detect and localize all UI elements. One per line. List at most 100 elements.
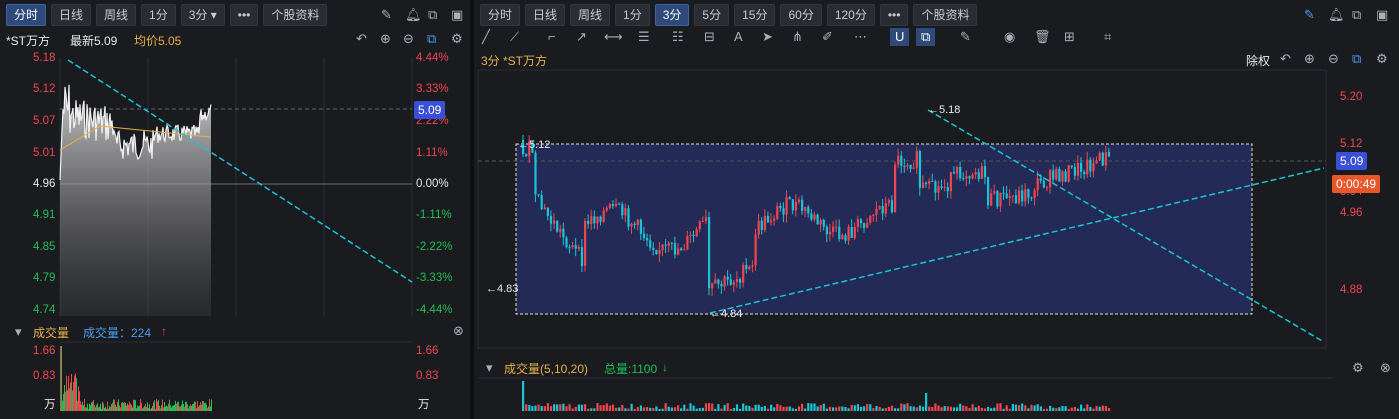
bell-icon[interactable]: 🔔︎ xyxy=(1328,7,1345,22)
tab-60min[interactable]: 60分 xyxy=(780,4,822,26)
trash-icon[interactable]: 🗑︎ xyxy=(1034,29,1051,44)
close-icon[interactable]: ⊗ xyxy=(1380,360,1391,375)
candle-body xyxy=(559,228,562,232)
drawing-toolbar: ╱ ⟋ ⌐ ↗ ⟷ ☰ ☷ ⊟ A ➤ ⋔ ✐ ⋯ U ⧉ ✎ ◉ 🗑︎ ⊞ ⌗ xyxy=(480,28,1120,48)
layout-icon[interactable]: ⧉ xyxy=(1352,51,1362,66)
volume-bar xyxy=(103,403,104,411)
candle-body xyxy=(652,247,655,250)
zoom-in-icon[interactable]: ⊕ xyxy=(380,31,391,46)
volume-bar xyxy=(745,405,748,411)
segment-tool-icon[interactable]: ⌐ xyxy=(548,29,556,44)
volume-bar xyxy=(174,404,175,411)
more-tools-icon[interactable]: ⋯ xyxy=(854,29,867,44)
line-tool-icon[interactable]: ╱ xyxy=(482,29,490,44)
undo-icon[interactable]: ↶ xyxy=(356,31,367,46)
undo-icon[interactable]: ↶ xyxy=(1280,51,1291,66)
volume-bars xyxy=(522,381,1111,411)
eye-icon[interactable]: ◉ xyxy=(1004,29,1016,44)
volume-bar xyxy=(118,399,119,411)
window-icon[interactable]: ▣ xyxy=(1376,7,1389,22)
close-icon[interactable]: ⊗ xyxy=(453,323,464,338)
candle-body xyxy=(980,166,983,179)
copy-icon[interactable]: ⧉ xyxy=(428,7,438,22)
price-line-tool-icon[interactable]: ⟷ xyxy=(604,29,623,44)
grid-tool-icon[interactable]: ⊞ xyxy=(1064,29,1075,44)
fan-tool-icon[interactable]: ⋔ xyxy=(792,29,803,44)
volume-bar xyxy=(646,407,649,411)
volume-bar xyxy=(1021,403,1024,411)
tab-5min[interactable]: 5分 xyxy=(694,4,730,26)
layout-icon[interactable]: ⧉ xyxy=(427,31,437,46)
tab-120min[interactable]: 120分 xyxy=(826,4,875,26)
settings-icon[interactable]: ⚙ xyxy=(1352,360,1364,375)
volume-bar xyxy=(605,403,608,411)
candle-body xyxy=(937,186,940,193)
tab-1min[interactable]: 1分 xyxy=(615,4,650,26)
eraser-icon[interactable]: ✎ xyxy=(960,29,971,44)
tab-3min[interactable]: 3分 xyxy=(654,4,690,26)
volume-bar xyxy=(81,404,82,411)
settings-icon[interactable]: ⚙ xyxy=(1376,51,1388,66)
volume-bar xyxy=(968,408,971,411)
pencil-icon[interactable]: ✎ xyxy=(381,7,392,22)
channel-tool-icon[interactable]: ⊟ xyxy=(704,29,715,44)
volume-bar xyxy=(208,406,209,411)
arrow-tool-icon[interactable]: ➤ xyxy=(762,29,773,44)
brush-tool-icon[interactable]: ✐ xyxy=(822,29,833,44)
bell-icon[interactable]: 🔔︎ xyxy=(405,7,422,22)
price-tick: 4.96 xyxy=(1340,207,1363,219)
volume-bar xyxy=(155,408,156,411)
intraday-chart[interactable] xyxy=(0,0,470,419)
kline-chart[interactable] xyxy=(474,0,1399,419)
stock-info-button[interactable]: 个股资料 xyxy=(913,4,978,26)
price-line xyxy=(59,84,212,181)
collapse-icon[interactable]: ▾ xyxy=(486,360,493,375)
tab-3min-dropdown[interactable]: 3分 ▾ xyxy=(180,4,225,26)
tab-1min[interactable]: 1分 xyxy=(141,4,176,26)
volume-bar xyxy=(766,408,770,411)
tab-weekly[interactable]: 周线 xyxy=(96,4,137,26)
volume-bar xyxy=(181,404,182,411)
parallel-tool-icon[interactable]: ☰ xyxy=(638,29,650,44)
volume-bar xyxy=(76,378,77,411)
candle-body xyxy=(856,219,859,227)
volume-bar xyxy=(125,402,126,411)
tab-intraday[interactable]: 分时 xyxy=(480,4,521,26)
settings-icon[interactable]: ⚙ xyxy=(451,31,463,46)
candle-body xyxy=(689,234,692,236)
collapse-icon[interactable]: ▾ xyxy=(15,324,22,339)
ray-tool-icon[interactable]: ⟋ xyxy=(510,29,520,44)
volume-bar xyxy=(150,408,151,411)
fib-tool-icon[interactable]: ☷ xyxy=(672,29,684,44)
tab-daily[interactable]: 日线 xyxy=(51,4,92,26)
extend-tool-icon[interactable]: ↗ xyxy=(576,29,587,44)
tab-intraday[interactable]: 分时 xyxy=(6,4,47,26)
lock-draw-icon[interactable]: ⧉ xyxy=(916,28,936,46)
ruler-icon[interactable]: ⌗ xyxy=(1104,29,1112,44)
magnet-icon[interactable]: U xyxy=(890,28,910,46)
candle-body xyxy=(584,220,587,266)
volume-bar xyxy=(673,407,677,411)
zoom-in-icon[interactable]: ⊕ xyxy=(1304,51,1315,66)
volume-bar xyxy=(717,404,720,411)
volume-bar xyxy=(959,403,962,411)
panel-divider[interactable] xyxy=(470,0,474,419)
pencil-icon[interactable]: ✎ xyxy=(1304,7,1315,22)
stock-info-button[interactable]: 个股资料 xyxy=(263,4,328,26)
candle-body xyxy=(971,174,974,179)
more-button[interactable]: ••• xyxy=(229,4,259,26)
text-tool-icon[interactable]: A xyxy=(734,29,743,44)
tab-15min[interactable]: 15分 xyxy=(734,4,776,26)
volume-bar xyxy=(633,408,636,411)
copy-icon[interactable]: ⧉ xyxy=(1352,7,1362,22)
adjust-rights[interactable]: 除权 xyxy=(1246,54,1271,68)
volume-bar xyxy=(65,391,66,411)
more-button[interactable]: ••• xyxy=(879,4,909,26)
zoom-out-icon[interactable]: ⊖ xyxy=(403,31,414,46)
zoom-out-icon[interactable]: ⊖ xyxy=(1328,51,1339,66)
window-icon[interactable]: ▣ xyxy=(451,7,464,22)
candle-body xyxy=(630,223,633,227)
tab-weekly[interactable]: 周线 xyxy=(570,4,611,26)
candle-body xyxy=(996,191,999,207)
tab-daily[interactable]: 日线 xyxy=(525,4,566,26)
